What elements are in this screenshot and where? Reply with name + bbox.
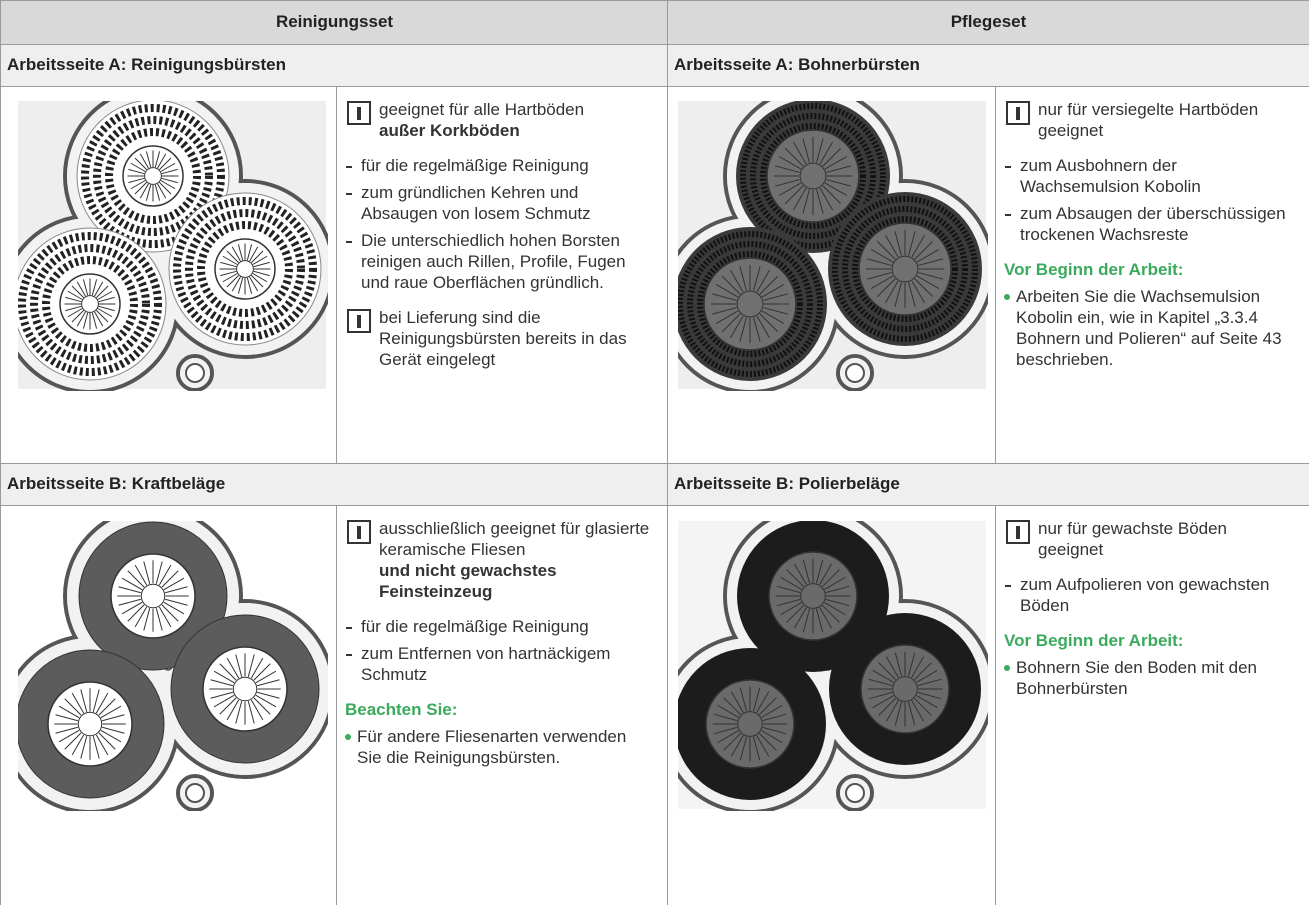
section-title: Arbeitsseite A: Reinigungsbürsten xyxy=(0,44,668,87)
text-cell: nur für gewachste Böden geeignet zum Aufp… xyxy=(995,505,1309,905)
text-block: Vor Beginn der Arbeit: Arbeiten Sie die W… xyxy=(1004,259,1291,370)
section-title: Arbeitsseite A: Bohnerbürsten xyxy=(667,44,1309,87)
dash-item: zum Ausbohnern der Wachsemulsion Kobolin xyxy=(1004,155,1291,197)
info-text: nur für gewachste Böden geeignet xyxy=(1038,519,1228,559)
dash-item: zum Absaugen der überschüssigen trockene… xyxy=(1004,203,1291,245)
dash-item: Die unterschiedlich hohen Borsten reinig… xyxy=(345,230,650,293)
illustration xyxy=(678,101,988,391)
text-block: geeignet für alle Hartböden außer Korkböd… xyxy=(345,99,650,141)
dash-item: für die regelmäßige Reinigung xyxy=(345,616,650,637)
info-note: geeignet für alle Hartböden außer Korkböd… xyxy=(345,99,650,141)
section-title: Arbeitsseite B: Kraftbeläge xyxy=(0,463,668,506)
text-block: zum Aufpolieren von gewachsten Böden xyxy=(1004,574,1291,616)
dash-item: zum Entfernen von hartnäckigem Schmutz xyxy=(345,643,650,685)
info-icon xyxy=(347,309,371,333)
bullet-item: Arbeiten Sie die Wachsemulsion Kobolin e… xyxy=(1004,286,1291,370)
text-cell: ausschließlich geeignet für glasierte ke… xyxy=(336,505,668,905)
subheading: Vor Beginn der Arbeit: xyxy=(1004,631,1184,650)
illustration xyxy=(18,101,328,391)
text-block: für die regelmäßige Reinigung zum gründli… xyxy=(345,155,650,293)
text-block: Vor Beginn der Arbeit: Bohnern Sie den Bo… xyxy=(1004,630,1291,699)
info-text: bei Lieferung sind die Reinigungsbürsten… xyxy=(379,308,627,369)
text-block: ausschließlich geeignet für glasierte ke… xyxy=(345,518,650,602)
info-note: bei Lieferung sind die Reinigungsbürsten… xyxy=(345,307,650,370)
info-note: ausschließlich geeignet für glasierte ke… xyxy=(345,518,650,602)
text-block: für die regelmäßige Reinigung zum Entfern… xyxy=(345,616,650,685)
header-right: Pflegeset xyxy=(667,0,1309,45)
dash-item: für die regelmäßige Reinigung xyxy=(345,155,650,176)
illustration xyxy=(18,521,328,811)
info-text: ausschließlich geeignet für glasierte ke… xyxy=(379,519,650,559)
illustration xyxy=(678,521,988,811)
subheading: Vor Beginn der Arbeit: xyxy=(1004,260,1184,279)
info-note: nur für gewachste Böden geeignet xyxy=(1004,518,1291,560)
text-cell: nur für versiegelte Hartböden geeignet zu… xyxy=(995,86,1309,505)
info-icon xyxy=(1006,520,1030,544)
info-text: nur für versiegelte Hartböden geeignet xyxy=(1038,100,1259,140)
bullet-item: Für andere Fliesenarten verwenden Sie di… xyxy=(345,726,650,768)
image-cell xyxy=(0,86,337,505)
image-cell xyxy=(667,86,996,505)
text-block: bei Lieferung sind die Reinigungsbürsten… xyxy=(345,307,650,370)
subheading: Beachten Sie: xyxy=(345,700,458,719)
info-text: geeignet für alle Hartböden xyxy=(379,100,585,119)
text-block: Beachten Sie: Für andere Fliesenarten ver… xyxy=(345,699,650,768)
section-title: Arbeitsseite B: Polierbeläge xyxy=(667,463,1309,506)
image-cell xyxy=(667,505,996,905)
text-block: zum Ausbohnern der Wachsemulsion Kobolin… xyxy=(1004,155,1291,245)
bullet-item: Bohnern Sie den Boden mit den Bohnerbürs… xyxy=(1004,657,1291,699)
header-left: Reinigungsset xyxy=(0,0,668,45)
info-icon xyxy=(347,101,371,125)
info-bold: und nicht gewachstes Feinsteinzeug xyxy=(379,561,557,601)
text-block: nur für versiegelte Hartböden geeignet xyxy=(1004,99,1291,141)
dash-item: zum gründlichen Kehren und Absaugen von … xyxy=(345,182,650,224)
text-cell: geeignet für alle Hartböden außer Korkböd… xyxy=(336,86,668,505)
info-icon xyxy=(347,520,371,544)
image-cell xyxy=(0,505,337,905)
info-note: nur für versiegelte Hartböden geeignet xyxy=(1004,99,1291,141)
dash-item: zum Aufpolieren von gewachsten Böden xyxy=(1004,574,1291,616)
info-bold: außer Korkböden xyxy=(379,121,520,140)
text-block: nur für gewachste Böden geeignet xyxy=(1004,518,1291,560)
info-icon xyxy=(1006,101,1030,125)
